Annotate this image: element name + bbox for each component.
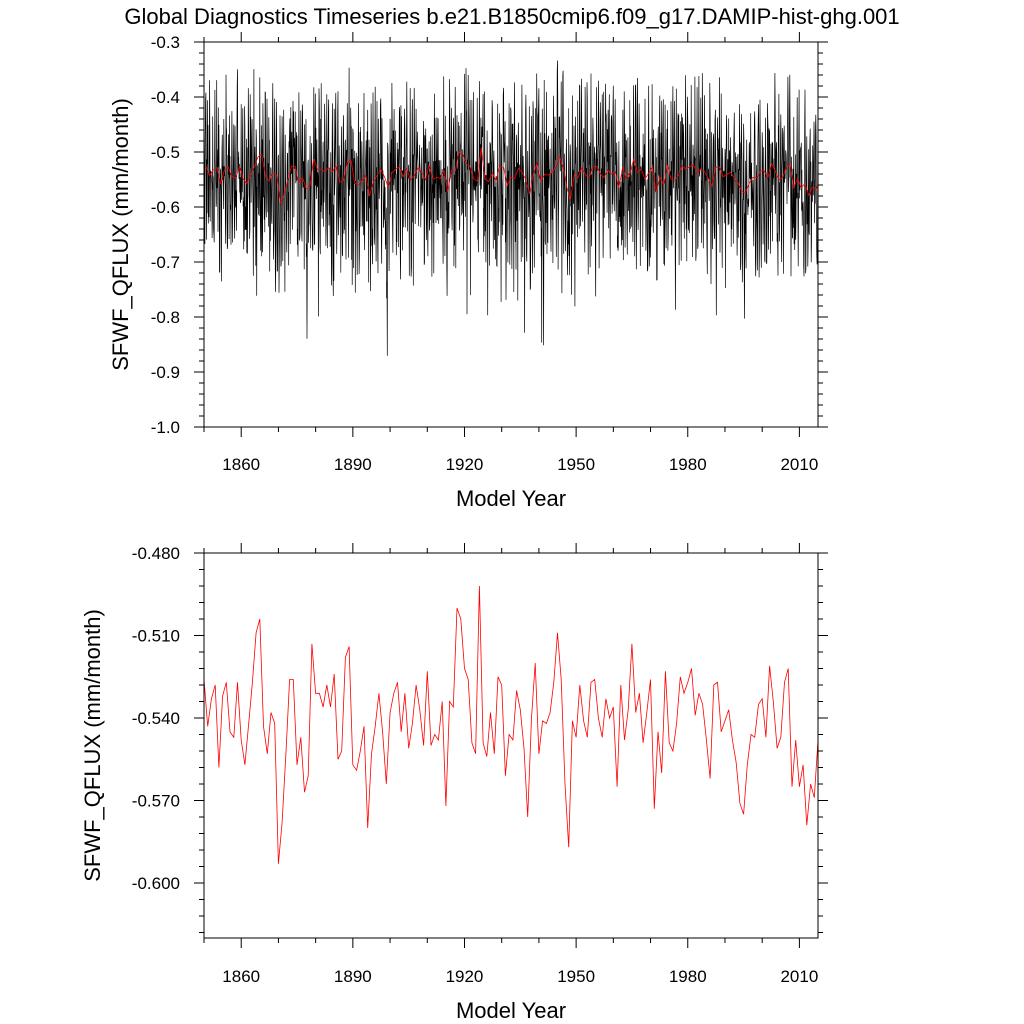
annual-mean-overlay-line (205, 147, 818, 205)
y-tick-label: -0.8 (151, 308, 180, 327)
x-tick-label: 1920 (446, 455, 484, 474)
y-tick-label: -1.0 (151, 418, 180, 437)
x-axis-label: Model Year (456, 486, 566, 511)
x-tick-label: 1980 (669, 455, 707, 474)
plot-frame (203, 552, 819, 939)
plot-frame (203, 41, 819, 428)
x-tick-label: 1950 (557, 455, 595, 474)
monthly-series-line (204, 60, 818, 356)
annual-mean-line (204, 585, 818, 864)
top-panel: 1860 1890 1920 1950 1980 2010 -0.3 -0.4 -0.5 -0.6… (108, 32, 828, 511)
y-tick-label: -0.9 (151, 363, 180, 382)
bottom-panel: 1860 1890 1920 1950 1980 2010 -0.480 -0.510 -0.5… (80, 543, 828, 1023)
y-tick-label: -0.540 (132, 709, 180, 728)
plot-area (204, 585, 818, 864)
x-tick-label: 2010 (780, 967, 818, 986)
y-tick-label: -0.3 (151, 33, 180, 52)
x-axis-label: Model Year (456, 998, 566, 1023)
y-tick-label: -0.7 (151, 253, 180, 272)
x-tick-label: 1950 (557, 967, 595, 986)
x-tick-label: 1980 (669, 967, 707, 986)
x-tick-label: 1860 (222, 967, 260, 986)
x-tick-label: 1920 (446, 967, 484, 986)
x-tick-label: 1860 (222, 455, 260, 474)
y-tick-label: -0.510 (132, 627, 180, 646)
y-tick-label: -0.480 (132, 544, 180, 563)
y-tick-label: -0.6 (151, 198, 180, 217)
x-tick-label: 2010 (780, 455, 818, 474)
plot-area (204, 60, 818, 356)
y-tick-label: -0.4 (151, 88, 180, 107)
y-tick-label: -0.600 (132, 874, 180, 893)
x-tick-label: 1890 (334, 455, 372, 474)
y-tick-label: -0.5 (151, 143, 180, 162)
y-tick-label: -0.570 (132, 792, 180, 811)
y-axis-label: SFWF_QFLUX (mm/month) (108, 98, 133, 371)
x-tick-label: 1890 (334, 967, 372, 986)
chart-title: Global Diagnostics Timeseries b.e21.B185… (124, 4, 899, 29)
y-axis-label: SFWF_QFLUX (mm/month) (80, 609, 105, 882)
